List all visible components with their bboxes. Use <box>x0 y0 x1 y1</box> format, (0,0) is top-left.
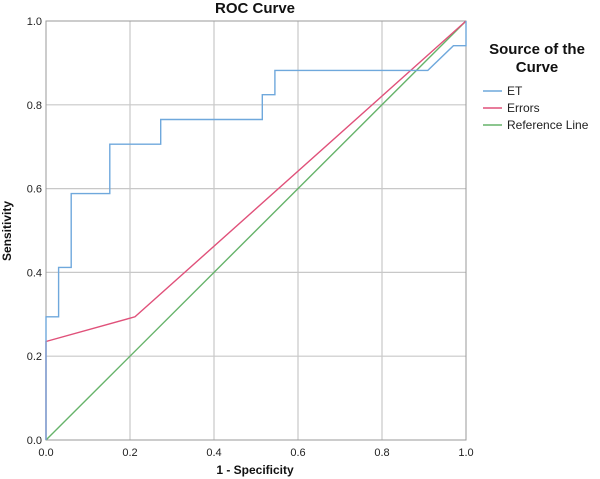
legend-title-line-2: Curve <box>516 59 559 76</box>
x-tick-label: 0.0 <box>38 447 53 459</box>
legend: Source of the Curve ET Errors Reference Li… <box>483 41 589 132</box>
x-tick-label: 1.0 <box>458 447 473 459</box>
x-axis-label: 1 - Specificity <box>216 463 294 477</box>
y-tick-labels: 0.0 0.2 0.4 0.6 0.8 1.0 <box>27 16 42 447</box>
y-tick-label: 0.4 <box>27 267 42 279</box>
series-line-reference-line <box>45 20 467 441</box>
legend-label-et: ET <box>507 84 523 98</box>
x-tick-label: 0.2 <box>122 447 137 459</box>
x-tick-label: 0.6 <box>290 447 305 459</box>
grid-lines <box>46 21 466 440</box>
y-tick-label: 0.2 <box>27 351 42 363</box>
chart-title: ROC Curve <box>215 0 295 17</box>
legend-entries: ET Errors Reference Line <box>483 84 589 132</box>
y-tick-label: 0.0 <box>27 435 42 447</box>
y-axis-label: Sensitivity <box>0 201 14 261</box>
y-tick-label: 1.0 <box>27 16 42 28</box>
series-layer <box>45 20 467 441</box>
x-tick-labels: 0.0 0.2 0.4 0.6 0.8 1.0 <box>38 447 473 459</box>
y-tick-label: 0.6 <box>27 184 42 196</box>
series-line-et <box>45 21 467 440</box>
x-tick-label: 0.4 <box>206 447 221 459</box>
legend-title-line-1: Source of the <box>489 41 585 58</box>
legend-label-errors: Errors <box>507 101 540 115</box>
plot-frame <box>45 20 467 441</box>
x-tick-label: 0.8 <box>374 447 389 459</box>
y-tick-label: 0.8 <box>27 100 42 112</box>
legend-label-reference-line: Reference Line <box>507 118 589 132</box>
